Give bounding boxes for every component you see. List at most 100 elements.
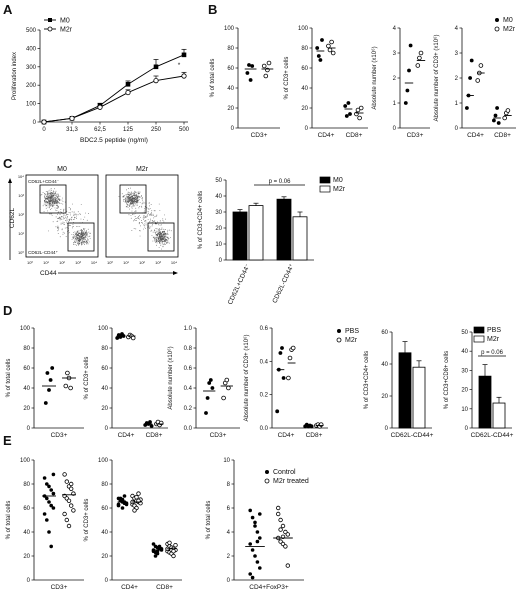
marker-dot: [496, 121, 501, 125]
marker-dot: [465, 106, 469, 110]
marker-circle: [283, 544, 288, 549]
y-tick-label: 2: [227, 554, 231, 560]
y-tick-label: 100: [224, 26, 235, 32]
legend-label: M2r: [60, 27, 73, 34]
flow-events: [118, 187, 172, 250]
y-tick-label: 100: [20, 326, 31, 332]
chart-D4: 0.0 0.2 0.4 0.6 Absolute number of CD3+ (x10…: [243, 326, 359, 439]
marker-circle: [69, 115, 75, 121]
marker-dot: [281, 376, 286, 380]
y-axis-label: Absolute number of CD3+ (x10⁶): [243, 334, 250, 421]
y-tick-label: 0.6: [184, 366, 193, 372]
marker-circle: [63, 383, 69, 389]
y-tick-label: 3: [455, 51, 459, 57]
x-category-label: CD4+: [118, 432, 135, 439]
y-axis-label: % of CD3+CD4+ cells: [364, 351, 370, 409]
group-PBS: [275, 346, 286, 414]
marker-dot: [207, 381, 212, 385]
group-Control: [42, 472, 56, 549]
y-tick-label: 4: [455, 26, 459, 32]
panel-letter-E: E: [3, 433, 12, 448]
y-tick-label: 10: [223, 458, 230, 464]
y-axis-label: % of total cells: [206, 501, 212, 540]
flow-y-tick-label: 10³: [18, 193, 24, 198]
legend-label: M2r: [487, 336, 500, 343]
marker-dot: [157, 545, 162, 550]
group-M0: [465, 58, 474, 110]
marker-dot: [245, 71, 250, 75]
marker-circle: [171, 553, 176, 559]
marker-circle: [330, 50, 336, 56]
marker-square: [181, 52, 187, 58]
bar-M2r: [292, 216, 308, 261]
group-Control: [116, 494, 129, 510]
y-tick-label: 50: [461, 330, 468, 336]
group-M2r: [475, 63, 485, 83]
panel-letter-B: B: [208, 2, 217, 17]
marker-dot: [153, 554, 158, 558]
marker-dot: [51, 472, 56, 477]
marker-dot: [51, 506, 56, 510]
y-tick-label: 0: [227, 578, 231, 584]
y-tick-label: 30: [461, 368, 468, 374]
flow-x-tick-label: 10²: [59, 260, 65, 265]
legend-swatch: [473, 335, 485, 343]
group-M2r: [261, 60, 274, 79]
marker-circle: [224, 377, 230, 383]
x-category-label: CD62L+CD44⁻: [227, 262, 252, 305]
marker-dot: [250, 548, 255, 552]
marker-dot: [275, 409, 280, 414]
y-tick-label: 20: [461, 388, 468, 394]
group-M2r: [286, 345, 296, 381]
group-M0: [403, 43, 414, 105]
y-tick-label: 0: [231, 126, 235, 132]
marker-dot: [255, 539, 260, 544]
marker-dot: [403, 101, 408, 105]
marker-circle: [276, 505, 281, 511]
chart-A: 0 100 200 300 400 500 Proliferation index 0 31,3…: [12, 18, 190, 145]
marker-circle: [263, 73, 269, 79]
marker-circle: [280, 523, 286, 529]
x-category-label: CD62L-CD44+: [391, 432, 434, 439]
flow-plot-M0: M0 10⁰ 10¹ 10² 10³ 10⁴ 10⁰ 10¹ 10² 10³ 10⁴ CD62L+CD…: [18, 166, 99, 265]
group-Control: [245, 508, 265, 580]
group-M2r: [126, 332, 136, 341]
y-tick-label: 80: [101, 482, 108, 488]
marker-dot: [492, 118, 496, 123]
x-category-label: CD4+: [318, 132, 335, 139]
marker-circle: [358, 105, 364, 111]
marker-dot: [120, 506, 125, 510]
y-tick-label: 40: [461, 349, 468, 355]
group-M2r treated: [273, 505, 293, 568]
marker-dot: [49, 503, 53, 508]
marker-dot: [493, 113, 498, 118]
chart-D6: 0 10 20 30 40 50 % of CD3+CD8+ cells CD62L-CD44…: [444, 326, 514, 439]
marker-circle: [285, 532, 290, 537]
marker-dot: [346, 101, 351, 105]
y-tick-label: 20: [301, 106, 308, 112]
marker-dot: [408, 43, 413, 48]
marker-circle: [287, 355, 293, 361]
marker-dot: [45, 496, 49, 501]
y-tick-label: 20: [23, 554, 30, 560]
y-tick-label: 40: [101, 530, 108, 536]
y-tick-label: 80: [301, 46, 308, 52]
flow-x-arrowhead: [173, 271, 178, 275]
marker-dot: [43, 401, 48, 405]
y-tick-label: 20: [23, 406, 30, 412]
x-tick-label: 500: [179, 127, 190, 133]
y-tick-label: 60: [381, 330, 388, 336]
group-PBS: [115, 332, 126, 340]
marker-square: [153, 64, 159, 70]
x-category-label: CD8+: [156, 584, 173, 591]
y-tick-label: 60: [101, 366, 108, 372]
chart-D5: 0 20 40 60 % of CD3+CD4+ cells CD62L-CD44+: [364, 330, 434, 439]
marker-circle: [326, 43, 331, 49]
marker-dot: [318, 58, 323, 62]
marker-circle: [171, 549, 176, 554]
marker-dot: [204, 411, 208, 415]
y-tick-label: 0: [465, 426, 469, 432]
series-line: [43, 75, 185, 123]
